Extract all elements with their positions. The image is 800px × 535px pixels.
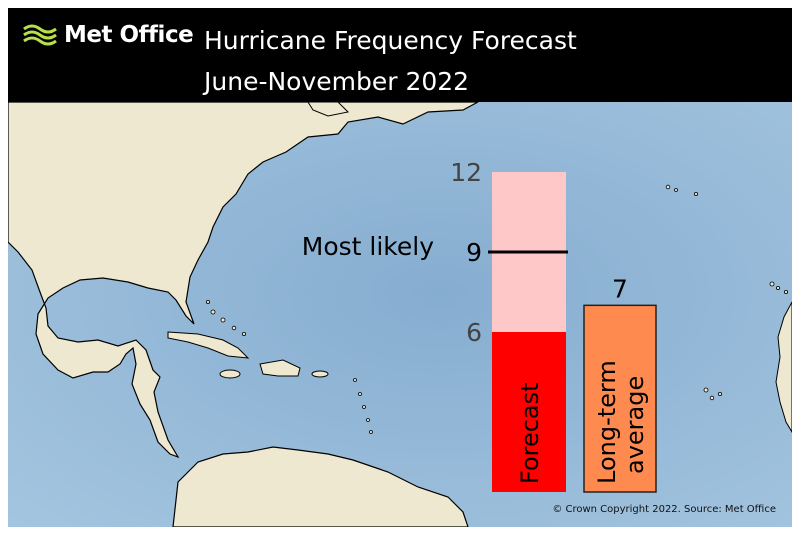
atlantic-map: 6 9 12 Most likely 7 Forecast Long-term … [8,102,792,527]
south-america-landmass [172,446,469,527]
forecast-chart: 6 9 12 Most likely 7 Forecast Long-term … [302,158,657,493]
wave-logo-icon [23,24,57,46]
forecast-range-lower-bar [492,332,566,492]
long-term-average-bar [583,304,657,493]
north-america-landmass [8,102,479,459]
logo-text: Met Office [64,22,194,48]
average-bar-label-line1: Long-term [593,360,621,484]
tick-label-most-likely: 9 [466,238,482,267]
cuba-island [167,331,250,359]
chart-title: Hurricane Frequency Forecast [204,26,577,55]
met-office-logo: Met Office [22,20,194,50]
most-likely-annotation: Most likely [302,232,434,261]
map-background [8,102,792,527]
header-bar: Met Office Hurricane Frequency Forecast … [8,8,792,102]
chart-subtitle: June-November 2022 [204,67,470,96]
hispaniola-island [259,359,301,377]
average-bar-label-line2: average [621,376,649,474]
tick-label-high: 12 [450,158,482,187]
copyright-notice: © Crown Copyright 2022. Source: Met Offi… [552,504,776,515]
average-bar-label: Long-term average [593,353,649,484]
tick-label-low: 6 [466,318,482,347]
forecast-bar-label: Forecast [516,382,544,484]
average-value-label: 7 [612,274,628,303]
africa-coast [775,301,792,433]
